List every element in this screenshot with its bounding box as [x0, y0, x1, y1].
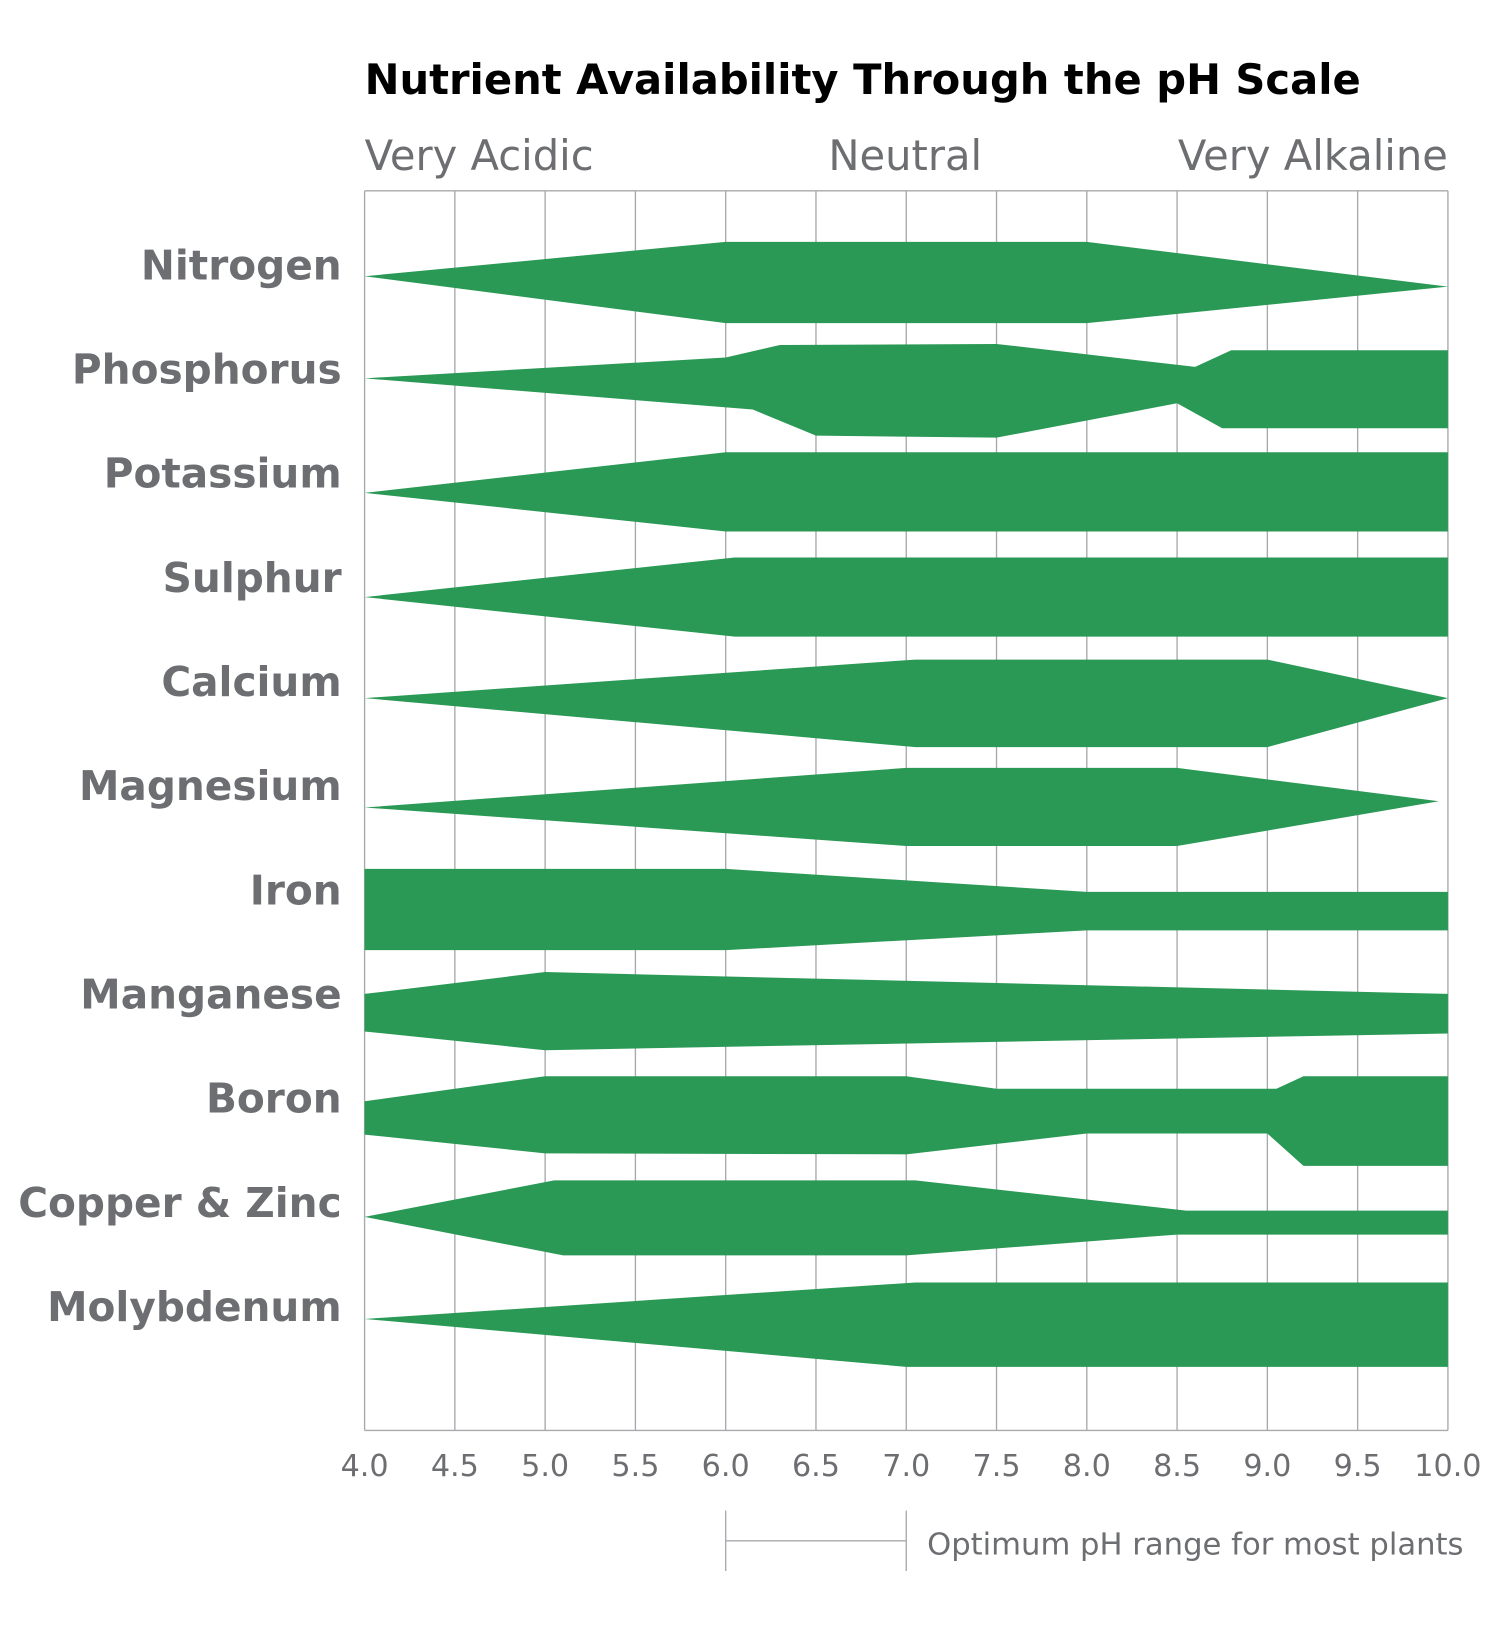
nutrient-bands	[364, 241, 1448, 1367]
x-tick-label: 7.5	[973, 1449, 1021, 1484]
nutrient-label: Iron	[250, 866, 342, 914]
x-tick-label: 7.0	[882, 1449, 930, 1484]
zone-label-alkaline: Very Alkaline	[1178, 131, 1448, 180]
band-molybdenum	[364, 1282, 1448, 1367]
nutrient-labels: Nitrogen Phosphorus Potassium Sulphur Calciu…	[18, 241, 341, 1331]
nutrient-label: Sulphur	[163, 554, 342, 602]
zone-label-acidic: Very Acidic	[365, 131, 594, 180]
band-calcium	[364, 659, 1448, 748]
band-manganese	[364, 972, 1448, 1051]
nutrient-label: Phosphorus	[72, 346, 342, 394]
x-tick-label: 6.0	[702, 1449, 750, 1484]
band-magnesium	[364, 767, 1439, 847]
optimum-range-label: Optimum pH range for most plants	[927, 1527, 1463, 1562]
band-potassium	[364, 452, 1448, 532]
x-tick-label: 10.0	[1414, 1449, 1481, 1484]
x-tick-label: 4.5	[431, 1449, 479, 1484]
x-tick-label: 5.5	[611, 1449, 659, 1484]
x-tick-label: 9.5	[1334, 1449, 1382, 1484]
nutrient-label: Nitrogen	[141, 241, 342, 289]
nutrient-label: Potassium	[104, 450, 342, 498]
x-tick-label: 6.5	[792, 1449, 840, 1484]
chart-title: Nutrient Availability Through the pH Sca…	[365, 55, 1361, 104]
band-boron	[364, 1076, 1448, 1166]
nutrient-label: Boron	[206, 1075, 342, 1123]
optimum-range-legend: Optimum pH range for most plants	[725, 1510, 1464, 1572]
band-sulphur	[364, 557, 1448, 637]
band-nitrogen	[364, 241, 1448, 324]
x-tick-label: 5.0	[521, 1449, 569, 1484]
band-phosphorus	[364, 343, 1448, 438]
nutrient-label: Manganese	[80, 971, 341, 1019]
nutrient-label: Copper & Zinc	[18, 1179, 341, 1227]
band-copper-zinc	[364, 1180, 1448, 1256]
x-tick-label: 8.5	[1153, 1449, 1201, 1484]
x-tick-label: 9.0	[1243, 1449, 1291, 1484]
band-iron	[364, 868, 1448, 951]
nutrient-label: Magnesium	[79, 762, 342, 810]
x-tick-label: 8.0	[1063, 1449, 1111, 1484]
x-axis-ticks: 4.0 4.5 5.0 5.5 6.0 6.5 7.0 7.5 8.0 8.5 9.0 9.5 10.0	[341, 1449, 1482, 1484]
nutrient-label: Molybdenum	[47, 1283, 342, 1331]
nutrient-label: Calcium	[161, 658, 341, 706]
zone-label-neutral: Neutral	[828, 131, 982, 180]
x-tick-label: 4.0	[341, 1449, 389, 1484]
